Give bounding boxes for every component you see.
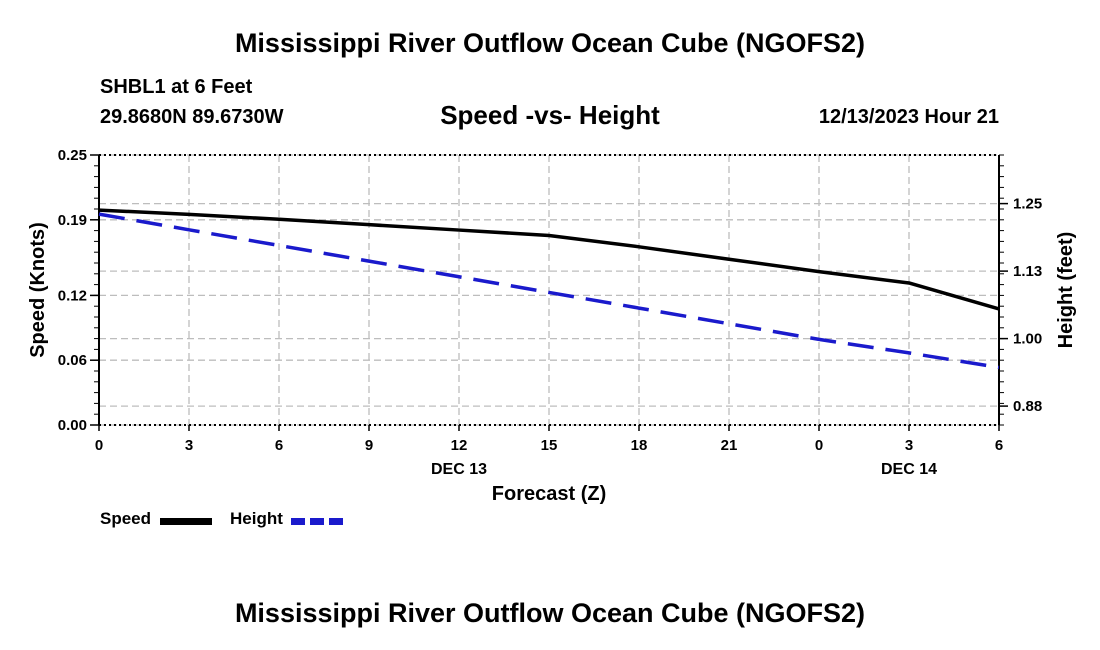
x-tick-label: 6 <box>995 437 1003 454</box>
x-tick-label: 18 <box>631 437 648 454</box>
forecast-datetime: 12/13/2023 Hour 21 <box>818 106 999 128</box>
station-label: SHBL1 at 6 Feet <box>100 76 253 98</box>
y-axis-label: Speed (Knots) <box>27 222 49 358</box>
y-tick-label: 0.06 <box>58 352 87 369</box>
x-tick-label: 15 <box>541 437 558 454</box>
coordinates-label: 29.8680N 89.6730W <box>100 106 284 128</box>
x-tick-label: 21 <box>721 437 738 454</box>
x-tick-label: 3 <box>905 437 913 454</box>
y2-tick-label: 1.13 <box>1013 263 1042 280</box>
legend-swatch-speed <box>160 518 212 525</box>
page-title-bottom: Mississippi River Outflow Ocean Cube (NG… <box>234 598 866 628</box>
y-tick-label: 0.00 <box>58 417 87 434</box>
x-tick-label: 6 <box>275 437 283 454</box>
y2-axis-label: Height (feet) <box>1055 232 1077 349</box>
page-title: Mississippi River Outflow Ocean Cube (NG… <box>234 28 866 58</box>
x-axis-label: Forecast (Z) <box>492 483 606 505</box>
x-date-label: DEC 13 <box>431 461 487 478</box>
legend-swatch-height <box>291 518 343 525</box>
y2-tick-label: 1.25 <box>1013 196 1042 213</box>
x-tick-label: 0 <box>815 437 823 454</box>
legend-label-height: Height <box>230 509 283 528</box>
y2-tick-label: 0.88 <box>1013 398 1042 415</box>
y-tick-label: 0.19 <box>58 212 87 229</box>
series-line-height <box>98 212 1000 370</box>
x-tick-label: 3 <box>185 437 193 454</box>
x-tick-label: 12 <box>451 437 468 454</box>
x-tick-label: 0 <box>95 437 103 454</box>
legend-label-speed: Speed <box>100 509 152 528</box>
chart-subtitle: Speed -vs- Height <box>440 100 660 130</box>
x-date-label: DEC 14 <box>881 461 937 478</box>
y-tick-label: 0.12 <box>58 287 87 304</box>
y2-tick-label: 1.00 <box>1013 331 1042 348</box>
series-line-speed <box>98 208 1000 311</box>
x-tick-label: 9 <box>365 437 373 454</box>
y-tick-label: 0.25 <box>58 147 87 164</box>
